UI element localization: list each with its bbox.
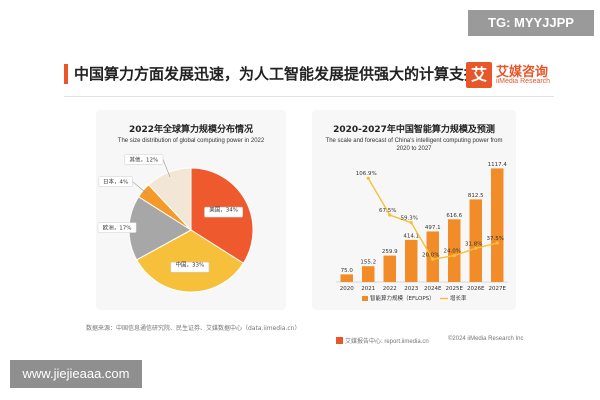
pie-leader-4 xyxy=(162,159,171,178)
growth-point-2025E xyxy=(452,254,456,258)
data-source: 数据来源：中国信息通信研究院、民生证券、艾媒数据中心（data.iimedia.… xyxy=(86,325,301,332)
growth-point-2024E xyxy=(431,257,435,261)
bar-chart-title: 2020-2027年中国智能算力规模及预测 xyxy=(333,125,495,135)
growth-label-2027E: 37.5% xyxy=(487,236,504,242)
pie-chart-card: 2022年全球算力规模分布情况 The size distribution of… xyxy=(96,110,286,310)
bar-2020 xyxy=(340,274,353,282)
pie-label-2: 欧洲，17% xyxy=(103,224,132,232)
top-bar: TG: MYYJJPP xyxy=(0,0,600,48)
bar-chart-subtitle-1: The scale and forecast of China's intell… xyxy=(325,138,503,144)
x-tick-2026E: 2026E xyxy=(467,286,485,292)
bar-2026E xyxy=(469,199,482,282)
x-tick-2020: 2020 xyxy=(340,286,354,292)
page-headline: 中国算力方面发展迅速，为人工智能发展提供强大的计算支持 xyxy=(74,65,480,83)
growth-point-2021 xyxy=(366,176,370,180)
watermark-site: www.jiejieaaa.com xyxy=(10,360,142,388)
growth-label-2021: 106.9% xyxy=(356,171,377,177)
growth-label-2023: 59.3% xyxy=(401,216,418,222)
growth-label-2024E: 20.0% xyxy=(422,252,439,258)
growth-point-2027E xyxy=(495,241,499,245)
header-divider xyxy=(64,96,554,97)
x-tick-2027E: 2027E xyxy=(489,286,507,292)
bar-label-2022: 259.9 xyxy=(382,249,398,255)
headline-accent xyxy=(64,64,68,84)
pie-label-box-4 xyxy=(124,154,164,165)
legend-label-line: 增长率 xyxy=(450,294,467,302)
legend-label-bars: 智能算力规模（EFLOPS） xyxy=(370,294,435,302)
bar-label-2024E: 497.1 xyxy=(425,225,441,231)
growth-point-2023 xyxy=(409,221,413,225)
x-tick-2022: 2022 xyxy=(383,286,397,292)
footer-copyright: ©2024 iiMedia Research Inc xyxy=(448,336,524,342)
brand-logo: 艾 艾媒咨询 iiMedia Research xyxy=(466,62,562,90)
pie-label-box-2 xyxy=(97,222,137,233)
x-tick-2024E: 2024E xyxy=(424,286,442,292)
pie-chart-subtitle: The size distribution of global computin… xyxy=(117,138,265,144)
logo-cn-text: 艾媒咨询 xyxy=(496,65,549,80)
bar-chart-card: 2020-2027年中国智能算力规模及预测 The scale and fore… xyxy=(312,110,516,310)
growth-label-2022: 67.5% xyxy=(379,208,396,214)
logo-en-text: iiMedia Research xyxy=(496,78,551,85)
bar-label-2026E: 812.5 xyxy=(468,193,484,199)
x-tick-2021: 2021 xyxy=(361,286,375,292)
x-tick-2023: 2023 xyxy=(404,286,418,292)
bar-label-2021: 155.2 xyxy=(360,260,376,266)
pie-label-3: 日本，4% xyxy=(103,178,128,186)
pie-label-box-1 xyxy=(170,261,210,273)
bar-chart-subtitle-2: 2020 to 2027 xyxy=(396,146,432,152)
pie-label-4: 其他，12% xyxy=(130,155,159,163)
bar-2023 xyxy=(405,239,418,282)
growth-point-2026E xyxy=(474,246,478,250)
growth-label-2026E: 31.8% xyxy=(465,241,482,247)
bar-label-2027E: 1117.4 xyxy=(488,162,508,168)
footer-report-center: 艾媒报告中心: report.iimedia.cn xyxy=(336,336,429,345)
bar-2021 xyxy=(362,266,375,282)
bar-label-2025E: 616.6 xyxy=(446,213,462,219)
growth-label-2025E: 24.0% xyxy=(444,249,461,255)
pie-label-1: 中国，33% xyxy=(175,261,204,269)
legend-swatch-bars xyxy=(362,296,368,301)
x-tick-2025E: 2025E xyxy=(446,286,464,292)
pie-label-0: 美国，34% xyxy=(209,206,238,214)
bar-2025E xyxy=(448,219,461,282)
logo-mark: 艾 xyxy=(466,62,492,88)
bar-2022 xyxy=(383,255,396,282)
bar-label-2023: 414.1 xyxy=(403,233,419,239)
pie-chart-title: 2022年全球算力规模分布情况 xyxy=(128,125,254,135)
pie-label-box-0 xyxy=(204,206,243,218)
bar-2024E xyxy=(426,231,439,282)
bar-chart: 75.0 2020 155.2 2021 259.9 2022 414.1 2023 497.1… xyxy=(336,162,508,302)
bar-2027E xyxy=(491,168,504,282)
watermark-tg: TG: MYYJJPP xyxy=(468,10,594,36)
footer-left-text: 艾媒报告中心: report.iimedia.cn xyxy=(345,339,429,345)
pie-label-box-3 xyxy=(98,176,133,187)
bar-label-2020: 75.0 xyxy=(341,268,354,274)
pie-chart: 美国，34% 中国，33% 欧洲，17% 日本，4% 其他，12% xyxy=(97,154,254,293)
growth-point-2022 xyxy=(388,213,392,217)
footer-logo-icon xyxy=(336,337,343,344)
pie-leader-3 xyxy=(132,181,148,194)
